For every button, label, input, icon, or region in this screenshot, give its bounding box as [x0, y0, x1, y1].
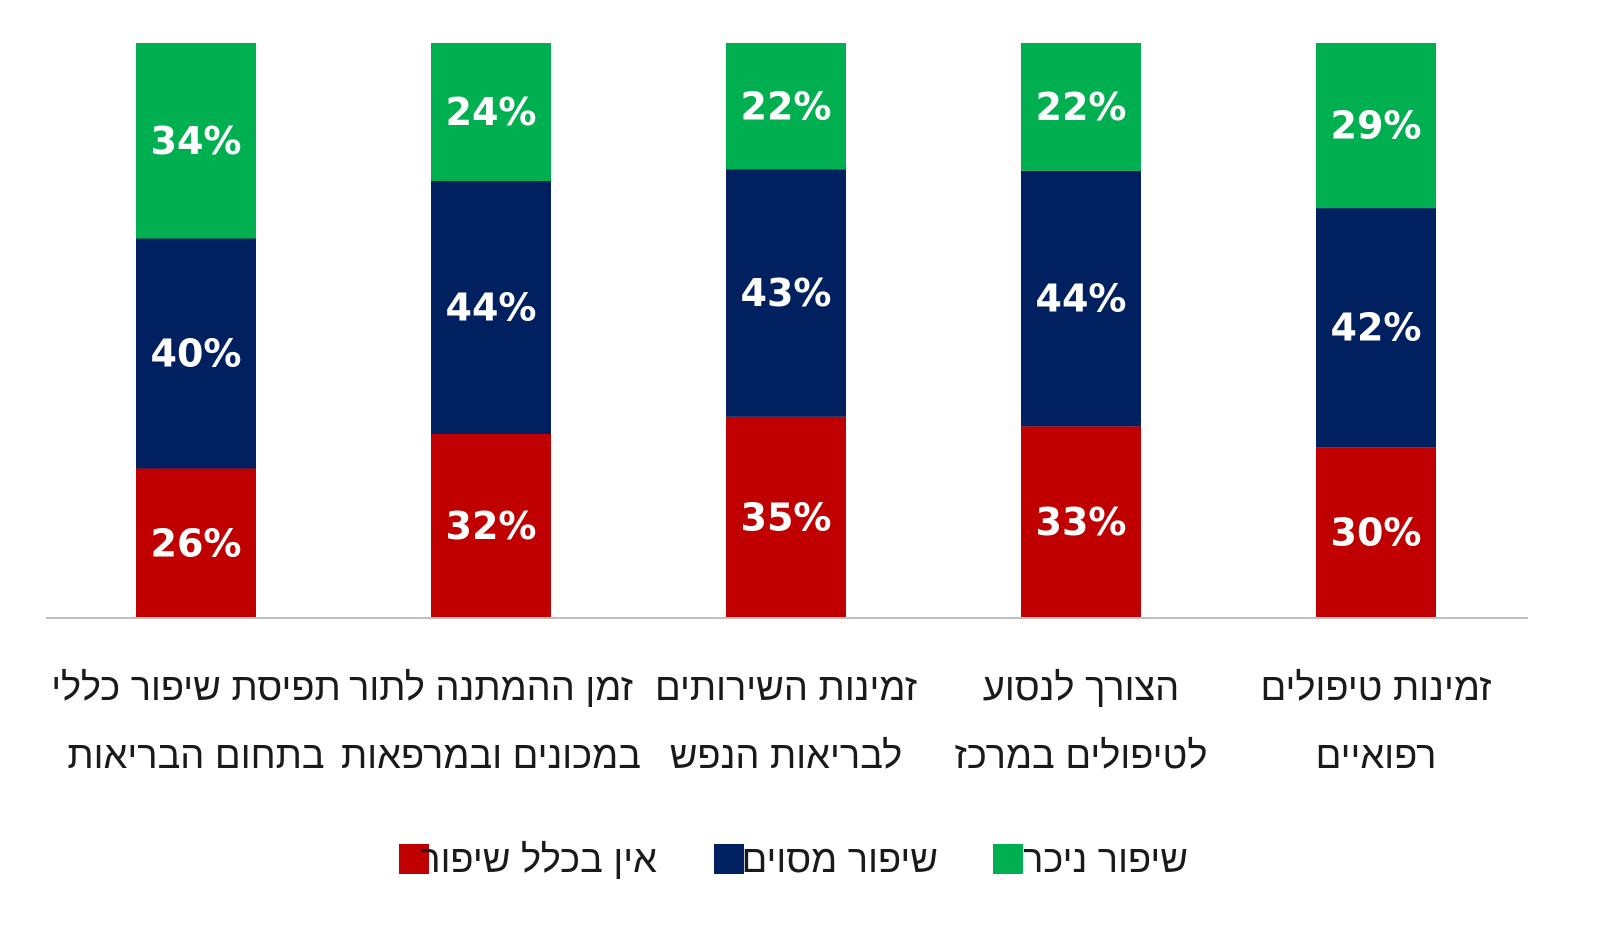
category-label: במכונים ובמרפאות	[341, 735, 641, 777]
category-label: רפואיים	[1316, 735, 1437, 777]
bars-group: 30% 42% 29% 33% 44% 22% 35% 43% 22% 32% 44% 24% 26% 4…	[136, 43, 1436, 618]
category-label: לטיפולים במרכז	[955, 735, 1208, 777]
data-label: 43%	[741, 271, 832, 315]
bar-segment	[1316, 43, 1436, 209]
bar-segment	[726, 169, 846, 417]
legend: שיפור ניכר שיפור מסוים אין בכלל שיפור	[399, 839, 1188, 881]
bar-segment	[726, 43, 846, 170]
bar-segment	[431, 434, 551, 618]
data-label: 33%	[1036, 500, 1127, 544]
data-label: 30%	[1331, 511, 1422, 555]
category-label: בתחום הבריאות	[67, 735, 324, 777]
category-labels: זמינות טיפולים רפואיים הצורך לנסוע לטיפולים…	[51, 667, 1491, 777]
bar-segment	[431, 181, 551, 434]
bar-segment	[1021, 426, 1141, 618]
data-label: 35%	[741, 495, 832, 539]
data-label: 42%	[1331, 306, 1422, 350]
legend-label: שיפור מסוים	[741, 839, 938, 881]
category-label: זמן ההמתנה לתור	[349, 667, 633, 709]
data-label: 44%	[446, 286, 537, 330]
bar-segment	[1021, 43, 1141, 171]
data-label: 22%	[1036, 85, 1127, 129]
bar-segment	[431, 43, 551, 181]
legend-swatch	[399, 844, 429, 874]
data-label: 22%	[741, 84, 832, 128]
bar-segment	[136, 238, 256, 469]
bar-segment	[1021, 170, 1141, 427]
legend-label: אין בכלל שיפור	[420, 839, 657, 881]
data-label: 29%	[1331, 104, 1422, 148]
category-label: הצורך לנסוע	[983, 667, 1180, 709]
legend-swatch	[993, 844, 1023, 874]
bar-segment	[1316, 208, 1436, 448]
data-label: 40%	[151, 332, 242, 376]
bar-segment	[136, 468, 256, 618]
category-label: זמינות טיפולים	[1261, 667, 1492, 709]
legend-swatch	[714, 844, 744, 874]
category-label: לבריאות הנפש	[670, 735, 903, 777]
bar-segment	[136, 43, 256, 239]
data-label: 24%	[446, 90, 537, 134]
category-label: תפיסת שיפור כללי	[51, 667, 341, 709]
data-label: 32%	[446, 504, 537, 548]
data-label: 44%	[1036, 277, 1127, 321]
legend-label: שיפור ניכר	[1023, 839, 1188, 881]
data-label: 26%	[151, 521, 242, 565]
category-label: זמינות השירותים	[655, 667, 917, 709]
bar-segment	[1316, 447, 1436, 618]
data-label: 34%	[151, 119, 242, 163]
bar-segment	[726, 416, 846, 618]
